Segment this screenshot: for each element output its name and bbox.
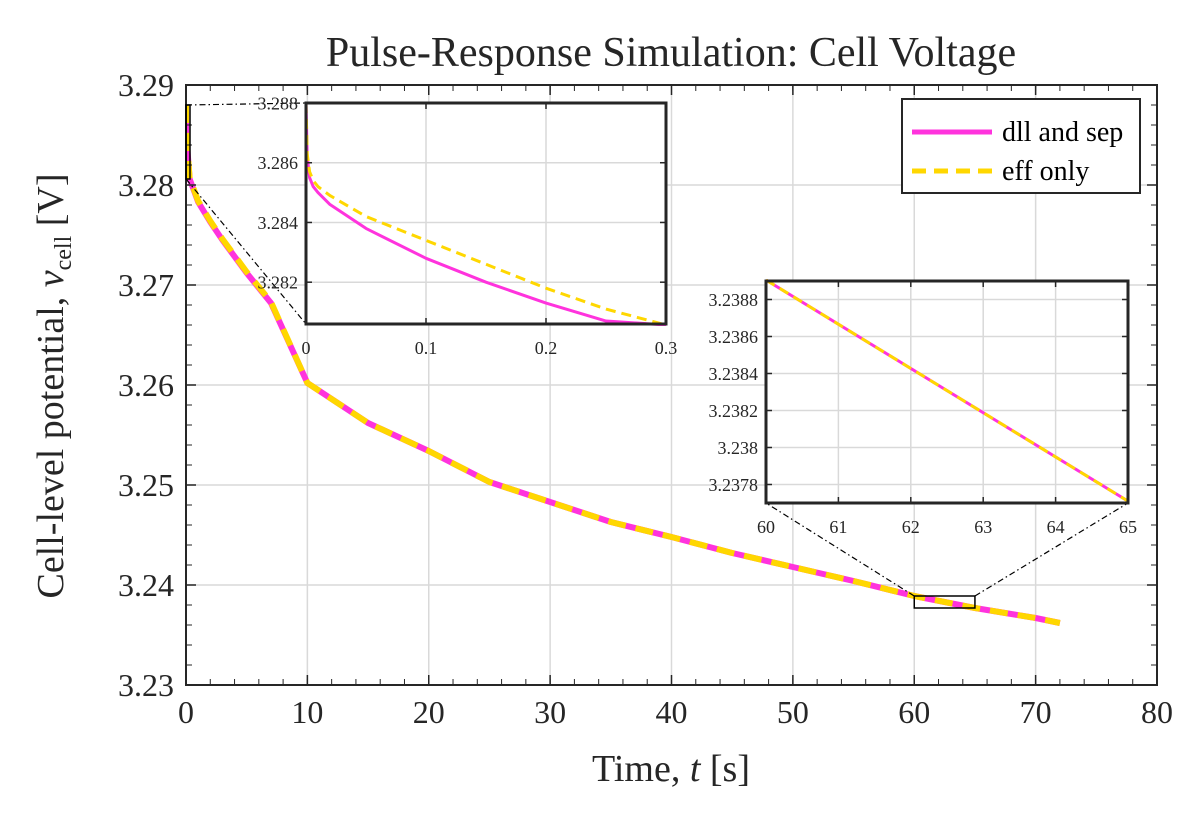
- inset-left-series-group: [306, 102, 666, 326]
- inset-right-xtick-label: 63: [974, 517, 992, 537]
- main-ytick-label: 3.23: [118, 667, 174, 703]
- inset-right-ytick-label: 3.2384: [709, 364, 759, 384]
- zoom-rect-right: [913, 595, 976, 609]
- legend-label-eff-only: eff only: [1002, 156, 1089, 187]
- inset-left-frame: [304, 101, 668, 326]
- legend-label-dll-and-sep: dll and sep: [1002, 117, 1123, 148]
- inset-plot-right: 60 61 62 63 64 65 3.2378 3.238 3.2382 3.2384 3.238…: [709, 279, 1137, 537]
- inset-right-xtick-label: 64: [1047, 517, 1065, 537]
- chart-title: Pulse-Response Simulation: Cell Voltage: [326, 30, 1016, 76]
- inset-right-ytick-label: 3.2388: [709, 290, 759, 310]
- inset-right-ytick-label: 3.2386: [709, 327, 759, 347]
- inset-right-ytick-label: 3.238: [718, 438, 759, 458]
- main-xtick-label: 0: [178, 694, 194, 730]
- main-xtick-label: 10: [291, 694, 323, 730]
- inset-left-ytick-label: 3.282: [258, 272, 299, 292]
- main-xtick-label: 70: [1020, 694, 1052, 730]
- inset-right-ytick-label: 3.2378: [709, 475, 759, 495]
- inset-left-ytick-label: 3.286: [258, 153, 299, 173]
- inset-right-xtick-label: 65: [1119, 517, 1137, 537]
- inset-left-xtick-label: 0.1: [415, 338, 438, 358]
- inset-left-background: [306, 103, 666, 324]
- inset-left-xtick-label: 0.3: [655, 338, 678, 358]
- main-xtick-label: 60: [898, 694, 930, 730]
- zoom-indicators: [185, 102, 1129, 609]
- main-series-group: [186, 104, 1061, 626]
- main-ytick-label: 3.28: [118, 167, 174, 203]
- inset-right-xtick-label: 62: [902, 517, 920, 537]
- zoom-connector-left-top: [185, 102, 307, 106]
- main-ytick-label: 3.25: [118, 467, 174, 503]
- inset-right-series-eff-only: [766, 279, 1128, 503]
- main-ytick-label: 3.29: [118, 67, 174, 103]
- inset-right-xtick-label: 61: [829, 517, 847, 537]
- zoom-connector-right-left: [765, 502, 915, 597]
- inset-left-ytick-label: 3.288: [258, 93, 299, 113]
- y-axis-label: Cell-level potential, vcell [V]: [30, 173, 77, 598]
- inset-left-xtick-label: 0.2: [535, 338, 558, 358]
- main-xtick-label: 20: [413, 694, 445, 730]
- main-xtick-label: 40: [656, 694, 688, 730]
- legend: dll and sep eff only: [901, 98, 1141, 194]
- inset-right-frame: [764, 279, 1130, 505]
- inset-left-series-eff-only: [306, 102, 666, 326]
- legend-box: [901, 98, 1141, 194]
- inset-right-ytick-label: 3.2382: [709, 401, 759, 421]
- main-xtick-label: 30: [534, 694, 566, 730]
- main-ytick-label: 3.26: [118, 367, 174, 403]
- inset-right-series-group: [766, 279, 1128, 503]
- inset-right-xtick-label: 60: [757, 517, 775, 537]
- inset-left-xtick-label: 0: [302, 338, 311, 358]
- zoom-connector-right-right: [974, 502, 1129, 597]
- inset-plot-left: 0 0.1 0.2 0.3 3.282 3.284 3.286 3.288: [258, 93, 678, 358]
- x-axis-label: Time, t [s]: [592, 748, 750, 790]
- main-ytick-label: 3.24: [118, 567, 174, 603]
- inset-left-ytick-label: 3.284: [258, 213, 299, 233]
- zoom-connector-left-bottom: [185, 178, 307, 325]
- main-xtick-label: 80: [1141, 694, 1173, 730]
- main-xtick-label: 50: [777, 694, 809, 730]
- main-series-eff-only: [186, 104, 1061, 626]
- main-ytick-label: 3.27: [118, 267, 174, 303]
